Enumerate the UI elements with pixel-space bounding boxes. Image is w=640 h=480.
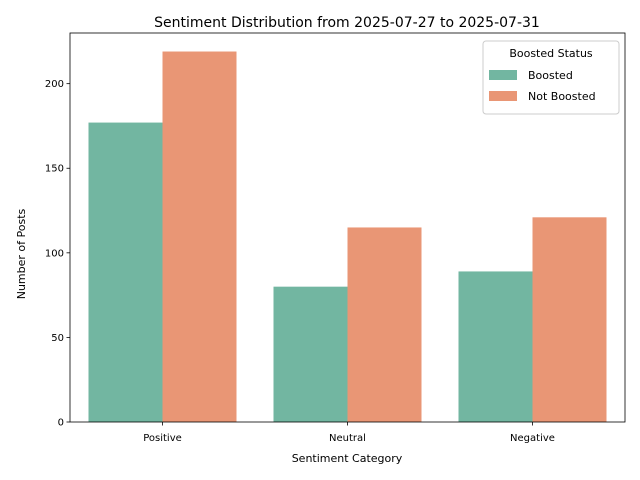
legend-items: Boosted Not Boosted	[489, 69, 596, 103]
x-tick-label: Positive	[143, 433, 182, 444]
bar-boosted-positive	[88, 122, 163, 422]
y-tick-label: 150	[45, 164, 64, 175]
bar-not-boosted-neutral	[347, 227, 422, 422]
legend-swatch	[489, 91, 517, 101]
chart-title: Sentiment Distribution from 2025-07-27 t…	[154, 15, 540, 31]
bar-boosted-neutral	[273, 286, 348, 422]
y-tick-label: 200	[45, 79, 64, 90]
legend-label: Not Boosted	[528, 90, 596, 103]
bar-not-boosted-positive	[162, 51, 237, 423]
x-tick-label: Neutral	[329, 433, 366, 444]
x-axis-label: Sentiment Category	[292, 452, 403, 465]
x-tick-label: Negative	[510, 433, 555, 444]
legend-label: Boosted	[528, 69, 573, 82]
y-axis-label: Number of Posts	[15, 208, 28, 299]
y-tick-label: 0	[58, 418, 64, 429]
legend-swatch	[489, 70, 517, 80]
bar-boosted-negative	[458, 271, 533, 422]
bars-layer	[88, 51, 607, 423]
legend: Boosted Status Boosted Not Boosted	[482, 40, 620, 115]
y-tick-label: 100	[45, 248, 64, 259]
legend-title: Boosted Status	[509, 47, 593, 60]
y-tick-label: 50	[51, 333, 64, 344]
axes-layer: 0 50 100 150 200 Positive Neutral Negative	[45, 32, 626, 444]
bar-not-boosted-negative	[532, 217, 607, 422]
